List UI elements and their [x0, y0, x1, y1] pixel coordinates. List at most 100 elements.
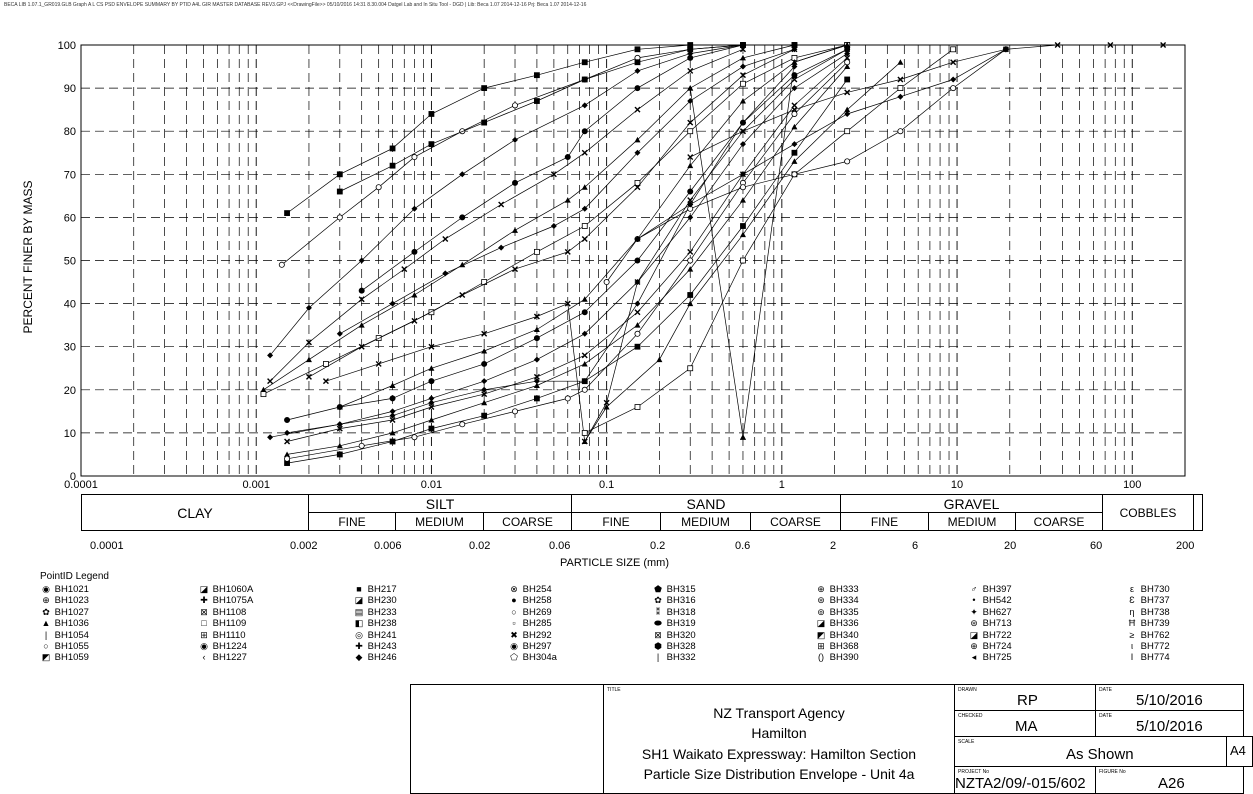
sand-medium: MEDIUM	[661, 513, 751, 531]
data-point	[688, 258, 693, 263]
data-point	[481, 400, 487, 406]
legend-marker-icon: η	[1126, 607, 1138, 617]
legend-entry: ⊞ BH1110	[198, 630, 253, 641]
bottom-tick: 0.0001	[90, 540, 124, 552]
series-line	[287, 49, 847, 420]
legend-label: BH292	[520, 630, 552, 641]
legend-entry: ◆ BH246	[353, 652, 397, 663]
data-point	[337, 331, 343, 337]
x-tick-label: 0.01	[421, 479, 442, 491]
legend-marker-icon: ‹	[198, 652, 210, 662]
sand-label: SAND	[572, 495, 841, 513]
bottom-tick: 2	[830, 540, 836, 552]
legend-entry: ♂ BH397	[968, 584, 1012, 595]
series-line	[607, 49, 1006, 282]
legend-label: BH772	[1138, 641, 1170, 652]
bottom-tick: 0.2	[650, 540, 665, 552]
data-point	[635, 86, 640, 91]
legend-label: BH318	[664, 607, 696, 618]
y-tick-label: 60	[64, 212, 76, 224]
legend-marker-icon: ⊠	[652, 630, 664, 640]
legend-marker-icon: ⁑	[652, 607, 664, 617]
legend-marker-icon: ⊛	[815, 595, 827, 605]
data-point	[582, 102, 588, 108]
data-point	[740, 434, 746, 440]
y-tick-label: 30	[64, 342, 76, 354]
legend-column: ◪ BH1060A ✚ BH1075A ⊠ BH1108 □ BH1109 ⊞ BH11…	[198, 584, 253, 664]
scale-value: As Shown	[1066, 746, 1134, 763]
legend-marker-icon: ◪	[198, 584, 210, 594]
data-point	[337, 189, 342, 194]
data-point	[898, 129, 903, 134]
data-point	[791, 141, 797, 147]
legend-marker-icon: ◎	[353, 630, 365, 640]
legend-entry: ✚ BH243	[353, 641, 397, 652]
data-point	[740, 98, 746, 104]
date-value-1: 5/10/2016	[1136, 692, 1203, 709]
gravel-label: GRAVEL	[841, 495, 1103, 513]
data-point	[337, 452, 342, 457]
bottom-tick: 0.6	[735, 540, 750, 552]
data-point	[582, 224, 587, 229]
data-point	[582, 236, 587, 241]
legend-entry: ⬬ BH319	[652, 618, 696, 629]
data-point	[267, 434, 273, 440]
legend-marker-icon: ◪	[968, 630, 980, 640]
data-point	[428, 417, 434, 423]
data-point	[323, 361, 328, 366]
series-line	[270, 45, 743, 355]
legend-entry: ◪ BH722	[968, 630, 1012, 641]
data-point	[390, 301, 396, 307]
data-point	[635, 60, 640, 65]
legend-marker-icon: ⬟	[652, 584, 664, 594]
x-tick-label: 0.1	[599, 479, 614, 491]
data-point	[498, 245, 504, 251]
data-point	[845, 60, 850, 65]
data-point	[950, 76, 956, 82]
data-point	[792, 172, 797, 177]
data-point	[635, 107, 640, 112]
legend-label: BH233	[365, 607, 397, 618]
legend-column: ♂ BH397 • BH542 ✦ BH627 ⊛ BH713 ◪ BH722 ⊕ BH7…	[968, 584, 1012, 664]
bottom-tick: 0.06	[549, 540, 570, 552]
legend-entry: ◪ BH336	[815, 618, 859, 629]
legend-marker-icon: ⬬	[652, 618, 664, 628]
title-line-4: Particle Size Distribution Envelope - Un…	[604, 766, 954, 782]
data-point	[688, 189, 693, 194]
data-point	[898, 77, 903, 82]
data-point	[268, 379, 273, 384]
legend-entry: ◪ BH230	[353, 595, 397, 606]
legend-marker-icon: ✚	[198, 595, 210, 605]
legend-label: BH285	[520, 618, 552, 629]
data-point	[951, 47, 956, 52]
data-point	[376, 185, 381, 190]
data-point	[582, 150, 587, 155]
legend-entry: ⊛ BH334	[815, 595, 859, 606]
data-point	[482, 280, 487, 285]
data-point	[898, 86, 903, 91]
legend-column: ε BH730 Ɛ BH737 η BH738 Ħ BH739 ≥ BH762 ι BH7…	[1126, 584, 1170, 664]
legend-label: BH1059	[52, 652, 89, 663]
data-point	[429, 426, 434, 431]
legend-label: BH336	[827, 618, 859, 629]
legend-entry: I BH774	[1126, 652, 1170, 663]
data-point	[429, 379, 434, 384]
legend-entry: ◉ BH1224	[198, 641, 253, 652]
legend-marker-icon: ⊕	[815, 584, 827, 594]
bottom-tick: 60	[1090, 540, 1102, 552]
data-point	[635, 331, 640, 336]
legend-label: BH332	[664, 652, 696, 663]
legend-marker-icon: ◉	[198, 641, 210, 651]
data-point	[412, 154, 417, 159]
legend-label: BH246	[365, 652, 397, 663]
bottom-tick: 0.002	[290, 540, 318, 552]
y-tick-label: 40	[64, 299, 76, 311]
data-point	[359, 288, 364, 293]
legend-label: BH1036	[52, 618, 89, 629]
silt-medium: MEDIUM	[396, 513, 484, 531]
soil-classification-table: CLAY SILT SAND GRAVEL COBBLES FINE MEDIU…	[81, 494, 1203, 531]
data-point	[687, 266, 693, 272]
data-point	[740, 81, 745, 86]
gravel-coarse: COARSE	[1016, 513, 1103, 531]
legend-label: BH335	[827, 607, 859, 618]
